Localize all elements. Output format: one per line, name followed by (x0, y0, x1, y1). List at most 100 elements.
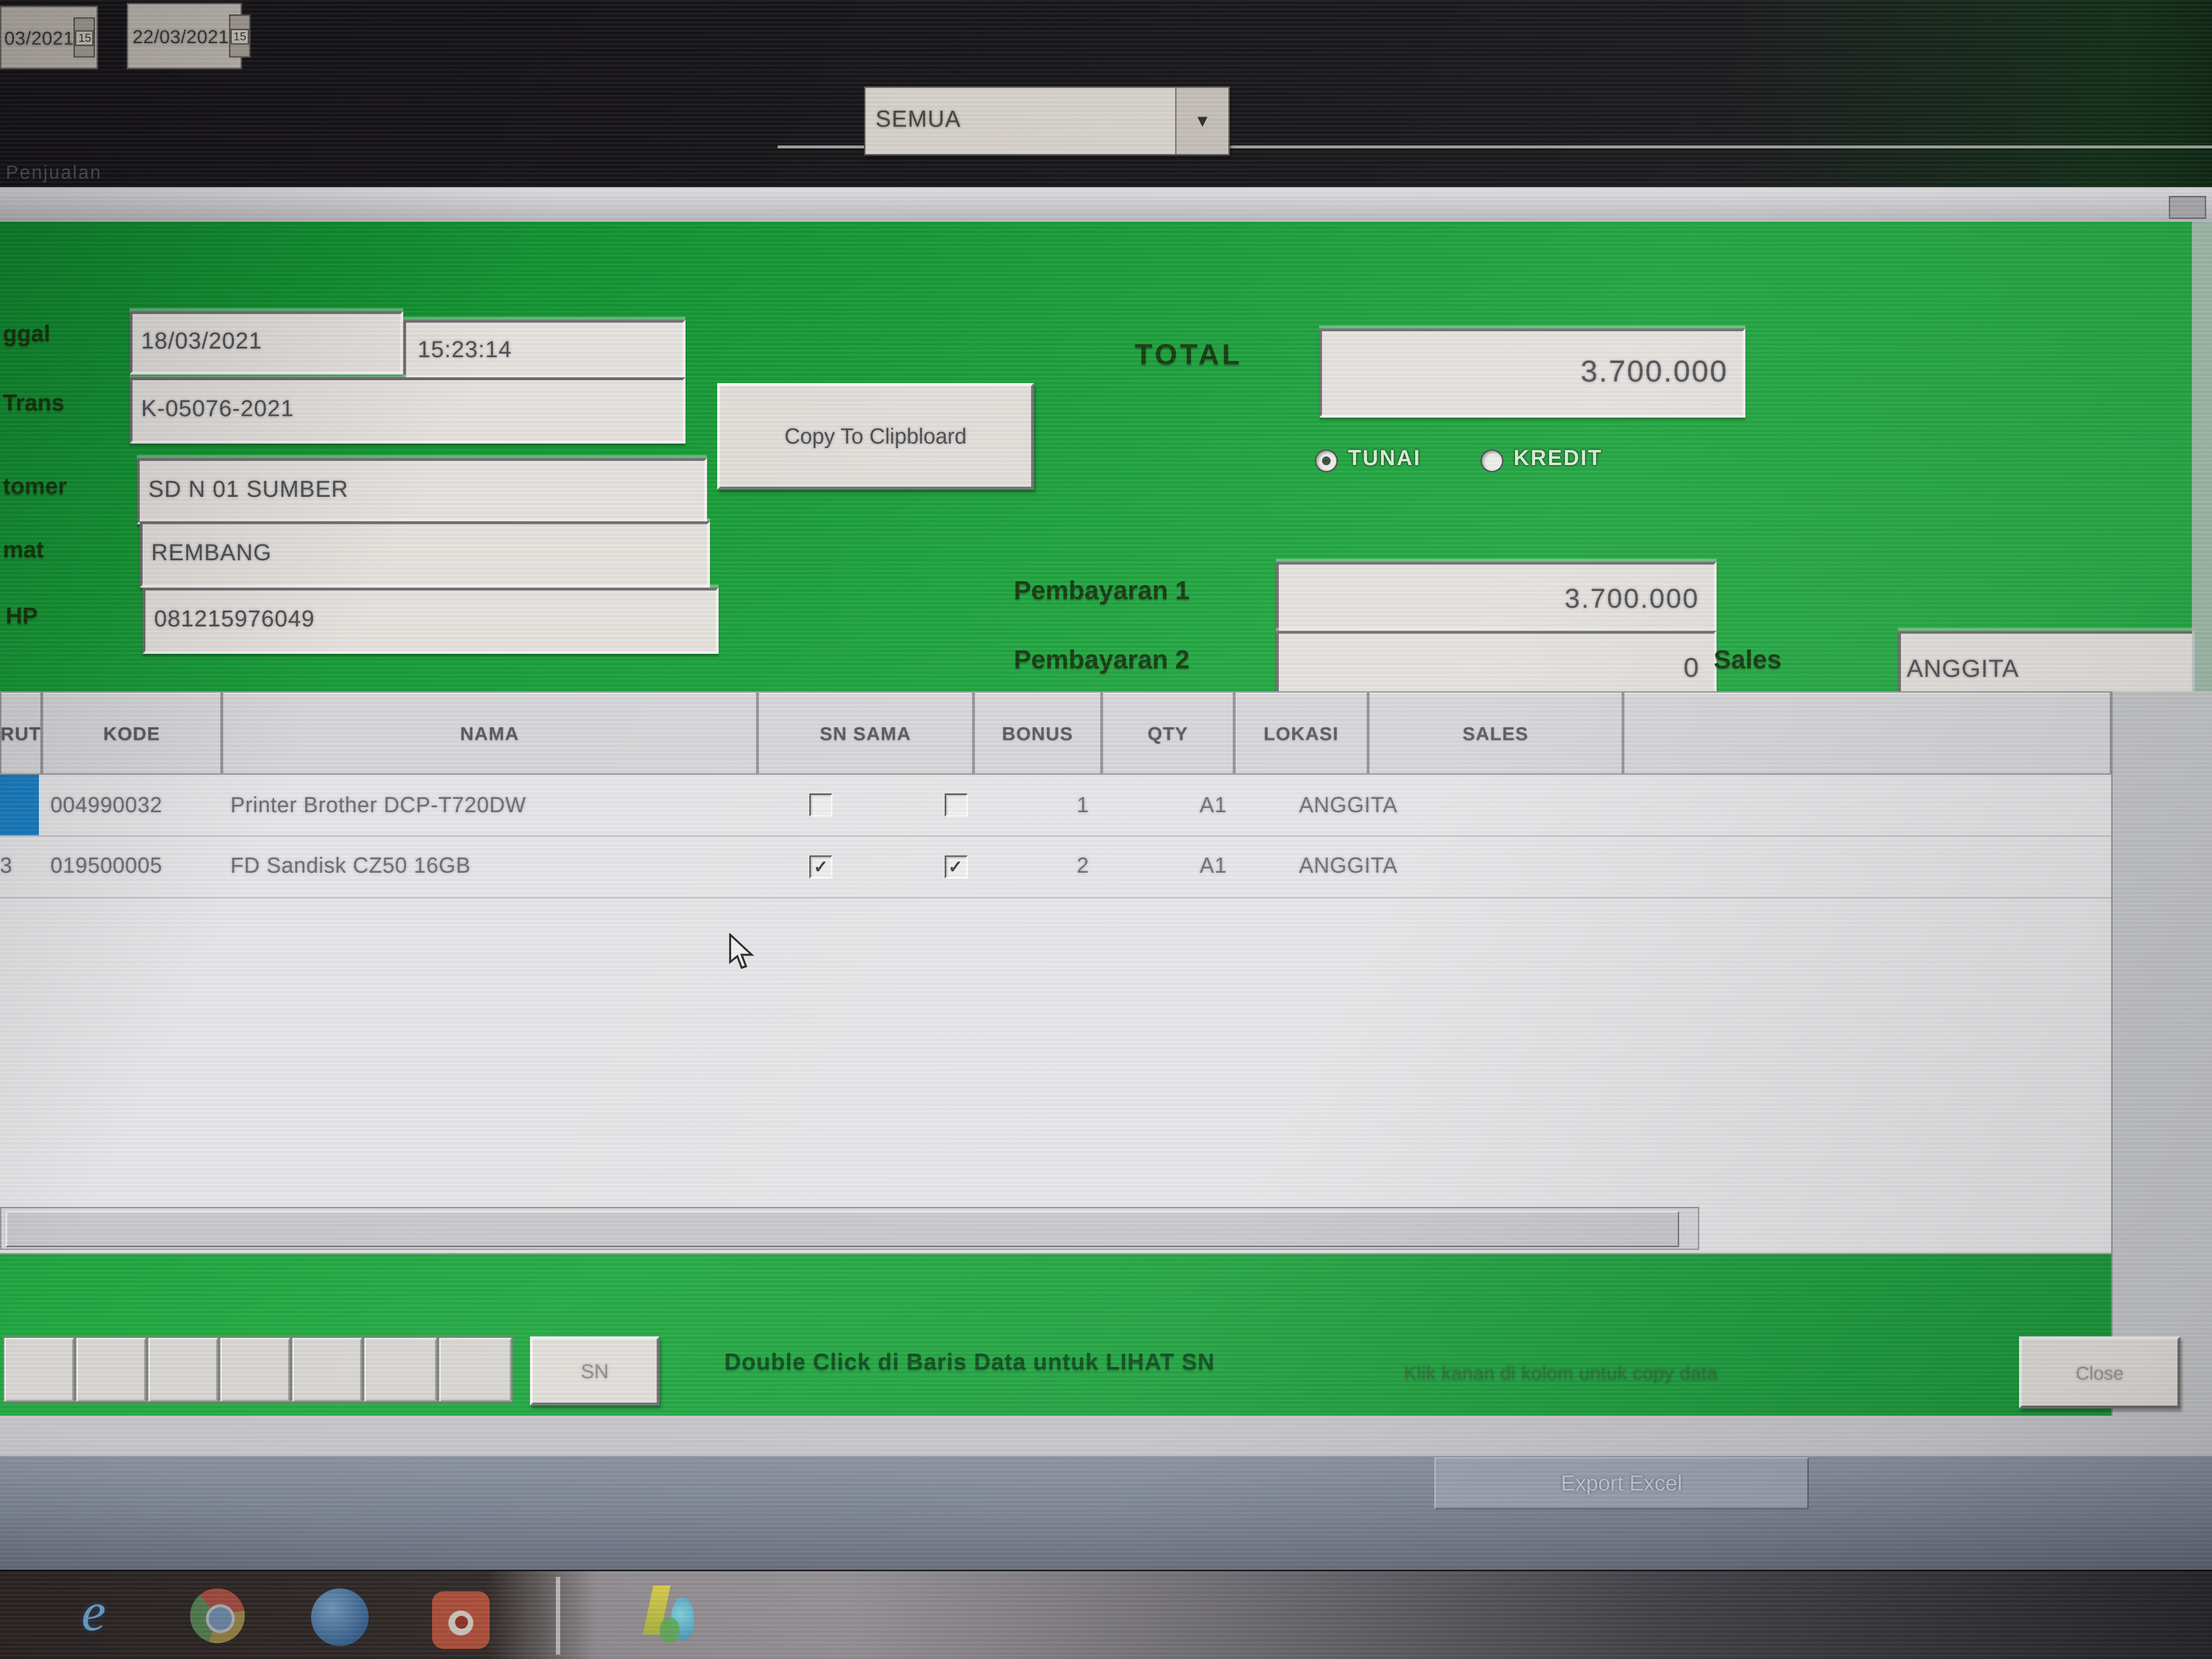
nav-cell[interactable] (219, 1336, 291, 1403)
close-button-label: Close (2076, 1361, 2124, 1383)
filter-type-dropdown[interactable]: SEMUA ▼ (864, 86, 1230, 156)
checkbox-checked-icon[interactable]: ✓ (809, 854, 832, 878)
date-from-value: 03/2021 (4, 26, 74, 48)
total-field[interactable]: 3.700.000 (1319, 328, 1745, 418)
cell-sales[interactable]: ANGGITA (1299, 793, 1398, 817)
nav-cell[interactable] (147, 1336, 219, 1403)
nav-cell[interactable] (3, 1336, 75, 1403)
table-row[interactable]: 004990032 Printer Brother DCP-T720DW 1 A… (0, 775, 2111, 837)
cell-bonus[interactable]: ✓ (893, 854, 1018, 878)
cell-nama[interactable]: Printer Brother DCP-T720DW (230, 793, 527, 817)
pembayaran2-value: 0 (1683, 654, 1699, 684)
hp-label: HP (6, 605, 38, 629)
date-to-value: 22/03/2021 (132, 25, 229, 47)
pembayaran1-value: 3.700.000 (1564, 585, 1699, 615)
calendar-day: 15 (230, 28, 249, 44)
cell-sales[interactable]: ANGGITA (1299, 854, 1398, 878)
total-label: TOTAL (1135, 340, 1243, 372)
cell-sn-sama[interactable] (749, 793, 893, 817)
right-click-hint: Klik kanan di kolom untuk copy data (1404, 1362, 1718, 1384)
pembayaran1-field[interactable]: 3.700.000 (1276, 562, 1717, 639)
cell-lokasi[interactable]: A1 (1200, 793, 1227, 817)
chrome-icon[interactable] (190, 1588, 245, 1643)
taskbar: e (0, 1570, 2212, 1659)
copy-to-clipboard-button[interactable]: Copy To Clipbloard (717, 383, 1034, 490)
horizontal-scrollbar[interactable] (0, 1207, 1699, 1250)
scrollbar-thumb[interactable] (6, 1211, 1679, 1247)
mouse-cursor (729, 933, 755, 969)
data-grid: RUT KODE NAMA SN SAMA BONUS QTY LOKASI S… (0, 691, 2111, 1254)
alamat-value: REMBANG (151, 541, 272, 566)
date-from-field[interactable]: 03/2021 15 (0, 6, 98, 69)
table-row[interactable]: 3 019500005 FD Sandisk CZ50 16GB ✓ ✓ 2 A… (0, 835, 2111, 899)
trans-value: K-05076-2021 (141, 397, 294, 422)
internet-explorer-icon[interactable]: e (63, 1583, 124, 1643)
media-app-icon[interactable] (432, 1591, 490, 1649)
sales-label: Sales (1714, 645, 1782, 674)
close-button[interactable]: Close (2019, 1336, 2180, 1408)
pembayaran2-label: Pembayaran 2 (1014, 645, 1190, 674)
double-click-hint: Double Click di Baris Data untuk LIHAT S… (724, 1351, 1215, 1375)
tunai-radio[interactable] (1315, 449, 1338, 472)
tanggal-field[interactable]: 18/03/2021 (130, 311, 403, 374)
grid-header-row: RUT KODE NAMA SN SAMA BONUS QTY LOKASI S… (0, 691, 2111, 775)
grid-header-kode[interactable]: KODE (42, 691, 222, 775)
grid-header-bonus[interactable]: BONUS (974, 691, 1102, 775)
trans-label: Trans (3, 392, 65, 416)
checkbox-icon[interactable] (809, 793, 832, 817)
nav-cell-strip (3, 1336, 513, 1403)
background-window-area (0, 1456, 2212, 1570)
kredit-radio[interactable] (1480, 449, 1503, 472)
time-field[interactable]: 15:23:14 (403, 320, 685, 383)
grid-header-lokasi[interactable]: LOKASI (1234, 691, 1368, 775)
sn-button-label: SN (580, 1359, 609, 1382)
cell-kode[interactable]: 004990032 (50, 793, 163, 817)
grid-header-indicator[interactable]: RUT (0, 691, 42, 775)
copy-to-clipboard-label: Copy To Clipbloard (784, 424, 967, 449)
cell-lokasi[interactable]: A1 (1200, 854, 1227, 878)
row-indicator: 3 (0, 854, 12, 878)
grid-header-qty[interactable]: QTY (1102, 691, 1234, 775)
customer-field[interactable]: SD N 01 SUMBER (137, 458, 707, 524)
alamat-label: mat (3, 539, 44, 563)
nav-cell[interactable] (438, 1336, 513, 1403)
chevron-down-icon[interactable]: ▼ (1175, 88, 1228, 154)
calendar-icon[interactable]: 15 (74, 17, 96, 58)
tanggal-label: ggal (3, 323, 50, 347)
window-edge-line (778, 145, 2212, 148)
nav-cell[interactable] (291, 1336, 363, 1403)
window-control-button[interactable] (2169, 196, 2206, 219)
row-selected-indicator (0, 775, 39, 835)
checkbox-icon[interactable] (944, 793, 967, 817)
export-excel-button[interactable]: Export Excel (1434, 1457, 1809, 1509)
cell-qty[interactable]: 1 (1077, 793, 1089, 817)
nav-cell[interactable] (75, 1336, 147, 1403)
cell-sn-sama[interactable]: ✓ (749, 854, 893, 878)
grid-header-sn-sama[interactable]: SN SAMA (757, 691, 974, 775)
browser-icon[interactable] (311, 1588, 369, 1646)
cell-bonus[interactable] (893, 793, 1018, 817)
trans-field[interactable]: K-05076-2021 (130, 377, 685, 444)
grid-header-filler (1623, 691, 2111, 775)
sn-button[interactable]: SN (530, 1336, 660, 1406)
grid-header-sales[interactable]: SALES (1368, 691, 1623, 775)
grid-right-frame (2111, 691, 2212, 1416)
kredit-label: KREDIT (1514, 446, 1603, 471)
cell-qty[interactable]: 2 (1077, 854, 1089, 878)
calendar-icon[interactable]: 15 (229, 14, 251, 58)
dialog-right-edge (2192, 222, 2212, 691)
checkbox-checked-icon[interactable]: ✓ (944, 854, 967, 878)
logo-part-green (660, 1617, 680, 1643)
customer-label: tomer (3, 475, 67, 500)
date-to-field[interactable]: 22/03/2021 15 (127, 3, 251, 69)
cell-nama[interactable]: FD Sandisk CZ50 16GB (230, 854, 471, 878)
time-value: 15:23:14 (418, 338, 512, 363)
cell-kode[interactable]: 019500005 (50, 854, 163, 878)
nav-cell[interactable] (363, 1336, 438, 1403)
logo-icon[interactable] (642, 1583, 706, 1649)
hp-field[interactable]: 081215976049 (143, 588, 719, 654)
alamat-field[interactable]: REMBANG (140, 521, 710, 588)
grid-header-nama[interactable]: NAMA (222, 691, 757, 775)
